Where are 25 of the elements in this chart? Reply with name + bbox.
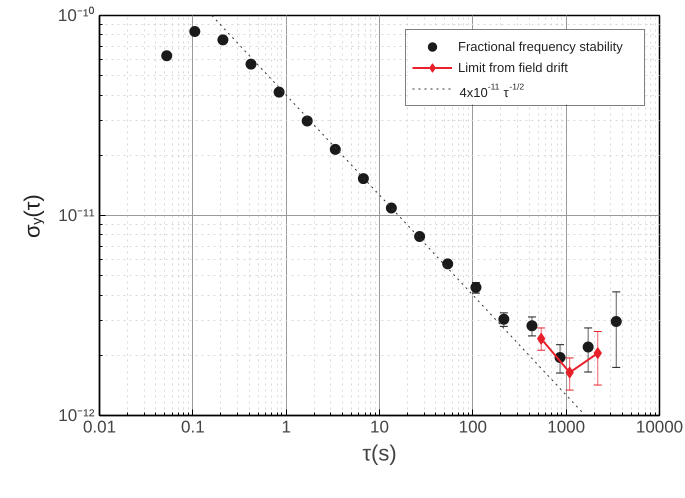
legend-label: Fractional frequency stability <box>458 38 624 56</box>
point <box>246 58 257 70</box>
point <box>358 173 369 184</box>
x-axis-title: τ(s) <box>362 440 397 466</box>
y-tick-label: 10⁻¹¹ <box>58 206 95 225</box>
x-tick-label: 1 <box>281 418 291 436</box>
point <box>582 342 594 353</box>
point <box>526 320 538 332</box>
point <box>189 26 200 37</box>
point <box>442 258 454 270</box>
x-tick-label: 0.1 <box>181 418 205 436</box>
point <box>610 316 622 328</box>
x-tick-label: 1000 <box>547 418 586 436</box>
point <box>302 115 313 126</box>
x-tick-label: 10000 <box>636 418 684 436</box>
legend-label: Limit from field drift <box>458 59 569 77</box>
point <box>217 34 228 46</box>
x-tick-label: 100 <box>458 418 488 436</box>
y-tick-label: 10⁻¹⁰ <box>58 6 95 25</box>
point <box>274 86 285 98</box>
point <box>330 144 341 155</box>
point <box>414 231 426 242</box>
x-tick-label: 10 <box>370 418 389 436</box>
point <box>161 50 172 62</box>
point <box>386 202 397 214</box>
